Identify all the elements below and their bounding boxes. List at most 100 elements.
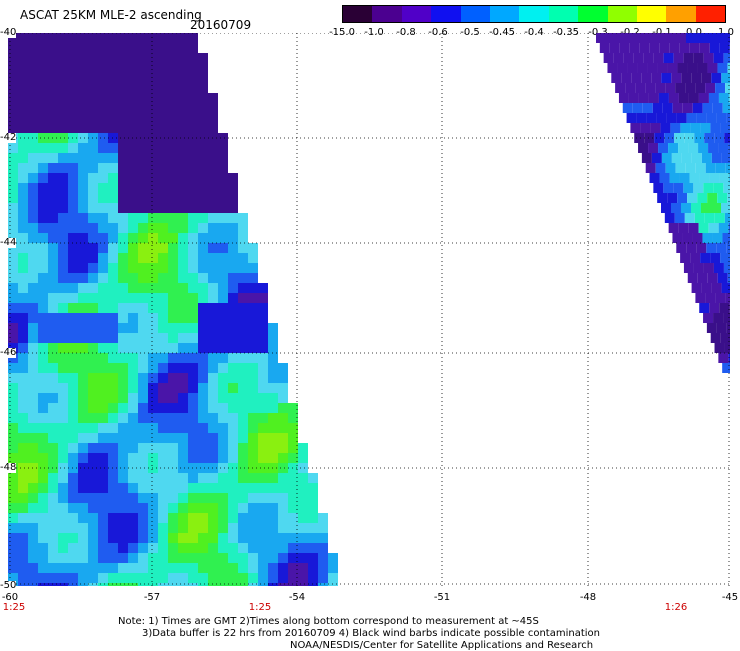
swath-cell <box>8 373 18 383</box>
swath-cell <box>118 373 128 383</box>
swath-cell <box>158 313 168 323</box>
swath-cell <box>288 513 298 523</box>
swath-cell <box>118 453 128 463</box>
swath-cell <box>8 563 18 573</box>
swath-cell <box>78 483 88 493</box>
swath-cell <box>158 583 168 586</box>
swath-cell <box>188 163 198 173</box>
swath-cell <box>178 403 188 413</box>
swath-cell <box>198 143 208 153</box>
swath-cell <box>238 403 248 413</box>
swath-cell <box>18 163 28 173</box>
swath-cell <box>702 153 712 163</box>
swath-cell <box>208 203 218 213</box>
swath-cell <box>128 263 138 273</box>
swath-cell <box>88 413 98 423</box>
swath-cell <box>158 173 168 183</box>
swath-cell <box>158 543 168 553</box>
swath-cell <box>168 273 178 283</box>
swath-cell <box>48 203 58 213</box>
swath-cell <box>646 33 656 43</box>
swath-cell <box>98 253 108 263</box>
swath-cell <box>168 503 178 513</box>
swath-cell <box>178 213 188 223</box>
swath-cell <box>178 493 188 503</box>
swath-cell <box>702 283 712 293</box>
swath-cell <box>208 93 218 103</box>
swath-cell <box>720 123 730 133</box>
swath-cell <box>68 313 78 323</box>
swath-cell <box>148 563 158 573</box>
swath-cell <box>28 303 38 313</box>
swath-cell <box>178 313 188 323</box>
swath-cell <box>268 543 278 553</box>
swath-cell <box>208 413 218 423</box>
swath-cell <box>108 403 118 413</box>
swath-cell <box>68 363 78 373</box>
swath-cell <box>78 43 88 53</box>
swath-cell <box>248 393 258 403</box>
swath-cell <box>48 343 58 353</box>
swath-cell <box>667 113 677 123</box>
swath-cell <box>238 383 248 393</box>
swath-cell <box>128 553 138 563</box>
swath-cell <box>707 113 717 123</box>
swath-cell <box>238 553 248 563</box>
swath-cell <box>58 343 68 353</box>
swath-cell <box>48 473 58 483</box>
swath-cell <box>118 143 128 153</box>
swath-cell <box>198 213 208 223</box>
swath-cell <box>28 563 38 573</box>
swath-cell <box>198 343 208 353</box>
swath-cell <box>148 203 158 213</box>
swath-cell <box>148 373 158 383</box>
swath-cell <box>58 363 68 373</box>
swath-cell <box>298 453 308 463</box>
swath-cell <box>238 283 248 293</box>
swath-cell <box>717 63 727 73</box>
swath-cell <box>158 533 168 543</box>
swath-cell <box>38 63 48 73</box>
swath-cell <box>98 133 108 143</box>
swath-cell <box>178 93 188 103</box>
swath-cell <box>38 183 48 193</box>
swath-cell <box>38 123 48 133</box>
swath-cell <box>148 333 158 343</box>
swath-cell <box>158 113 168 123</box>
swath-cell <box>18 533 28 543</box>
swath-cell <box>158 443 168 453</box>
swath-cell <box>178 483 188 493</box>
swath-cell <box>28 543 38 553</box>
swath-cell <box>128 303 138 313</box>
swath-cell <box>78 413 88 423</box>
swath-cell <box>695 213 705 223</box>
swath-cell <box>88 353 98 363</box>
swath-cell <box>228 273 238 283</box>
swath-cell <box>78 533 88 543</box>
swath-cell <box>38 313 48 323</box>
swath-cell <box>710 173 720 183</box>
swath-cell <box>28 233 38 243</box>
swath-cell <box>48 533 58 543</box>
swath-cell <box>108 183 118 193</box>
swath-cell <box>208 153 218 163</box>
swath-cell <box>640 43 650 53</box>
swath-cell <box>258 303 268 313</box>
swath-cell <box>318 583 328 586</box>
swath-cell <box>723 183 730 193</box>
swath-cell <box>630 43 640 53</box>
swath-cell <box>78 553 88 563</box>
swath-cell <box>298 493 308 503</box>
swath-cell <box>268 353 278 363</box>
swath-cell <box>48 113 58 123</box>
swath-cell <box>298 473 308 483</box>
swath-cell <box>128 313 138 323</box>
swath-cell <box>128 393 138 403</box>
swath-cell <box>58 533 68 543</box>
swath-cell <box>178 273 188 283</box>
swath-cell <box>700 123 710 133</box>
swath-cell <box>178 253 188 263</box>
swath-cell <box>218 533 228 543</box>
swath-cell <box>188 443 198 453</box>
swath-cell <box>178 123 188 133</box>
